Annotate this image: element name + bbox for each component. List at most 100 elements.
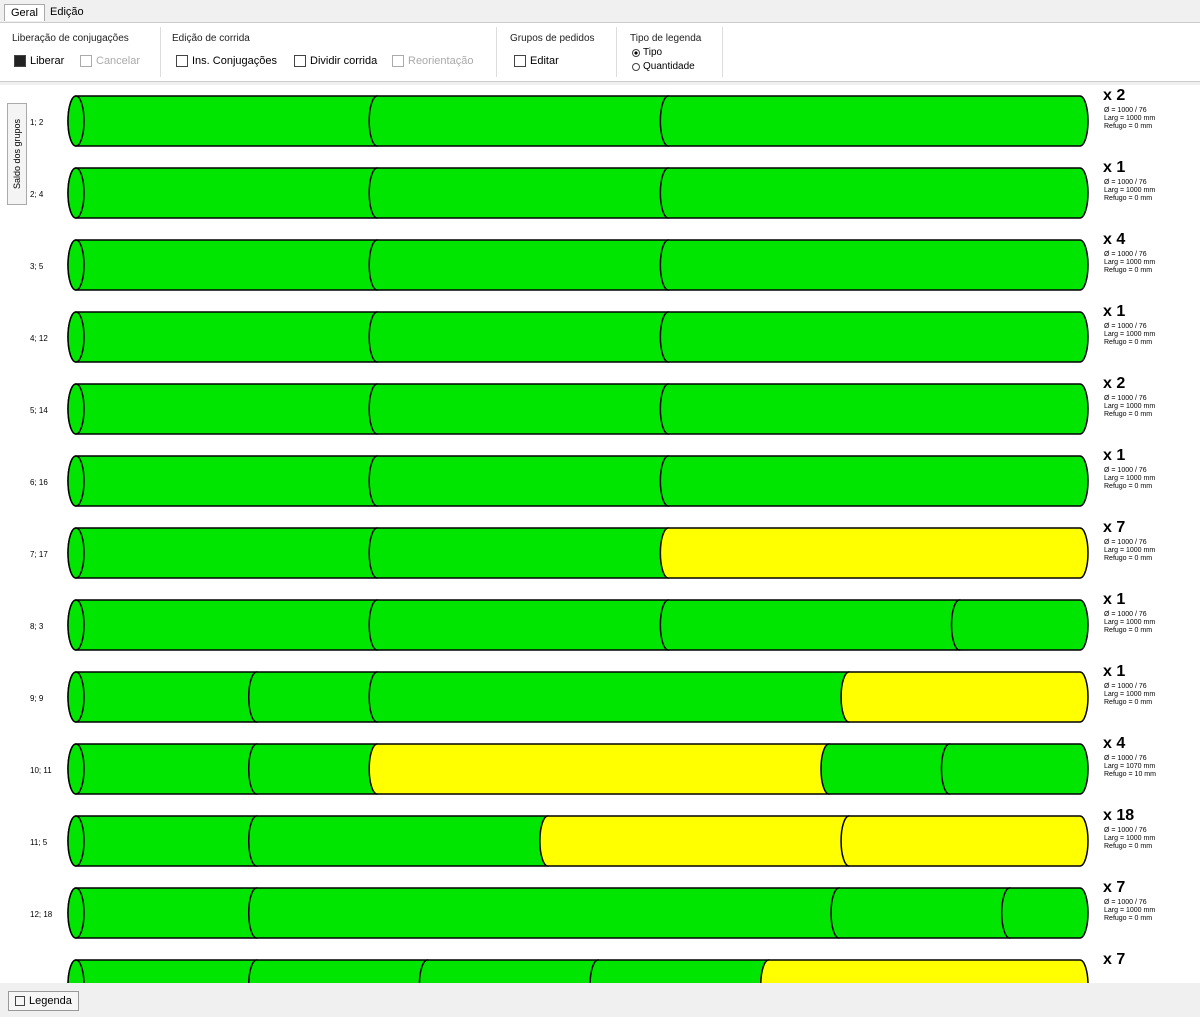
- button-label: Liberar: [30, 55, 65, 67]
- roll-info: Larg = 1000 mm: [1104, 187, 1155, 194]
- button[interactable]: Editar: [514, 55, 559, 67]
- roll-segment: [368, 671, 858, 723]
- roll-segment: [67, 959, 266, 983]
- roll-segment: [67, 311, 386, 363]
- roll-segment: [659, 383, 1089, 435]
- row-label: 8; 3: [30, 622, 44, 631]
- group-title: Tipo de legenda: [630, 33, 702, 44]
- roll-info: Larg = 1000 mm: [1104, 547, 1155, 554]
- group-title: Grupos de pedidos: [510, 33, 595, 44]
- roll-segment: [840, 671, 1089, 723]
- roll-count: x 4: [1103, 231, 1125, 248]
- roll-info: Ø = 1000 / 76: [1104, 539, 1147, 546]
- row-label: 11; 5: [30, 838, 48, 847]
- side-tab[interactable]: Saldo dos grupos: [7, 103, 27, 205]
- radio[interactable]: Tipo: [632, 47, 662, 58]
- roll-count: x 7: [1103, 879, 1125, 896]
- roll-segment: [368, 311, 678, 363]
- roll-info: Larg = 1000 mm: [1104, 115, 1155, 122]
- roll-end: [67, 167, 85, 219]
- roll-info: Ø = 1000 / 76: [1104, 827, 1147, 834]
- ribbon: Liberação de conjugações Liberar Cancela…: [0, 22, 1200, 82]
- row-label: 10; 11: [30, 766, 52, 775]
- roll-info: Larg = 1000 mm: [1104, 259, 1155, 266]
- row-label: 9; 9: [30, 694, 44, 703]
- tab-bar: Geral Edição: [0, 0, 1200, 22]
- roll-end: [67, 239, 85, 291]
- roll-segment: [67, 527, 386, 579]
- roll-segment: [67, 599, 386, 651]
- button[interactable]: Reorientação: [392, 55, 473, 67]
- roll-segment: [368, 743, 838, 795]
- roll-segment: [659, 599, 969, 651]
- roll-end: [67, 743, 85, 795]
- roll-info: Ø = 1000 / 76: [1104, 467, 1147, 474]
- roll-info: Larg = 1000 mm: [1104, 331, 1155, 338]
- radio-label: Tipo: [643, 47, 663, 58]
- radio[interactable]: Quantidade: [632, 61, 695, 72]
- roll-info: Larg = 1000 mm: [1104, 691, 1155, 698]
- roll-info: Ø = 1000 / 76: [1104, 899, 1147, 906]
- row-label: 5; 14: [30, 406, 48, 415]
- roll-count: x 1: [1103, 303, 1125, 320]
- roll-segment: [247, 743, 386, 795]
- radio-label: Quantidade: [643, 61, 695, 72]
- roll-segment: [368, 383, 678, 435]
- roll-info: Refugo = 0 mm: [1104, 915, 1152, 922]
- roll-segment: [368, 239, 678, 291]
- roll-segment: [67, 239, 386, 291]
- group-title: Edição de corrida: [172, 33, 250, 44]
- legend-toggle[interactable]: Legenda: [8, 991, 79, 1011]
- button-label: Editar: [530, 55, 559, 67]
- button[interactable]: Dividir corrida: [294, 55, 377, 67]
- roll-info: Ø = 1000 / 76: [1104, 179, 1147, 186]
- roll-info: Ø = 1000 / 76: [1104, 755, 1147, 762]
- roll-end: [67, 959, 85, 983]
- roll-segment: [247, 959, 437, 983]
- roll-segment: [589, 959, 778, 983]
- roll-info: Refugo = 0 mm: [1104, 843, 1152, 850]
- roll-segment: [539, 815, 858, 867]
- ribbon-group: Edição de corrida Ins. Conjugações Divid…: [168, 27, 497, 77]
- roll-count: x 2: [1103, 87, 1125, 104]
- roll-end: [67, 527, 85, 579]
- legend-label: Legenda: [29, 995, 72, 1007]
- roll-segment: [659, 455, 1089, 507]
- button[interactable]: Cancelar: [80, 55, 140, 67]
- roll-info: Refugo = 0 mm: [1104, 483, 1152, 490]
- roll-segment: [659, 311, 1089, 363]
- button-label: Dividir corrida: [310, 55, 378, 67]
- roll-end: [67, 815, 85, 867]
- roll-info: Refugo = 0 mm: [1104, 267, 1152, 274]
- roll-segment: [247, 887, 848, 939]
- roll-segment: [820, 743, 959, 795]
- row-label: 6; 16: [30, 478, 48, 487]
- roll-info: Refugo = 0 mm: [1104, 699, 1152, 706]
- status-bar: Legenda: [0, 983, 1200, 1017]
- roll-count: x 1: [1103, 663, 1125, 680]
- ribbon-group: Liberação de conjugações Liberar Cancela…: [8, 27, 161, 77]
- roll-count: x 1: [1103, 447, 1125, 464]
- roll-info: Larg = 1000 mm: [1104, 619, 1155, 626]
- roll-segment: [659, 95, 1089, 147]
- ribbon-group: Grupos de pedidos Editar: [506, 27, 617, 77]
- row-label: 3; 5: [30, 262, 44, 271]
- roll-segment: [67, 383, 386, 435]
- roll-count: x 2: [1103, 375, 1125, 392]
- row-label: 1; 2: [30, 118, 44, 127]
- tab[interactable]: Edição: [50, 6, 84, 18]
- tab[interactable]: Geral: [4, 4, 45, 21]
- roll-segment: [368, 95, 678, 147]
- button[interactable]: Liberar: [14, 55, 64, 67]
- roll-segment: [67, 167, 386, 219]
- side-tab-label: Saldo dos grupos: [12, 118, 22, 190]
- row-label: 4; 12: [30, 334, 48, 343]
- roll-info: Refugo = 10 mm: [1104, 771, 1156, 778]
- group-title: Liberação de conjugações: [12, 33, 129, 44]
- button[interactable]: Ins. Conjugações: [176, 55, 277, 67]
- roll-info: Refugo = 0 mm: [1104, 339, 1152, 346]
- roll-segment: [368, 599, 678, 651]
- row-label: 12; 18: [30, 910, 53, 919]
- roll-segment: [830, 887, 1019, 939]
